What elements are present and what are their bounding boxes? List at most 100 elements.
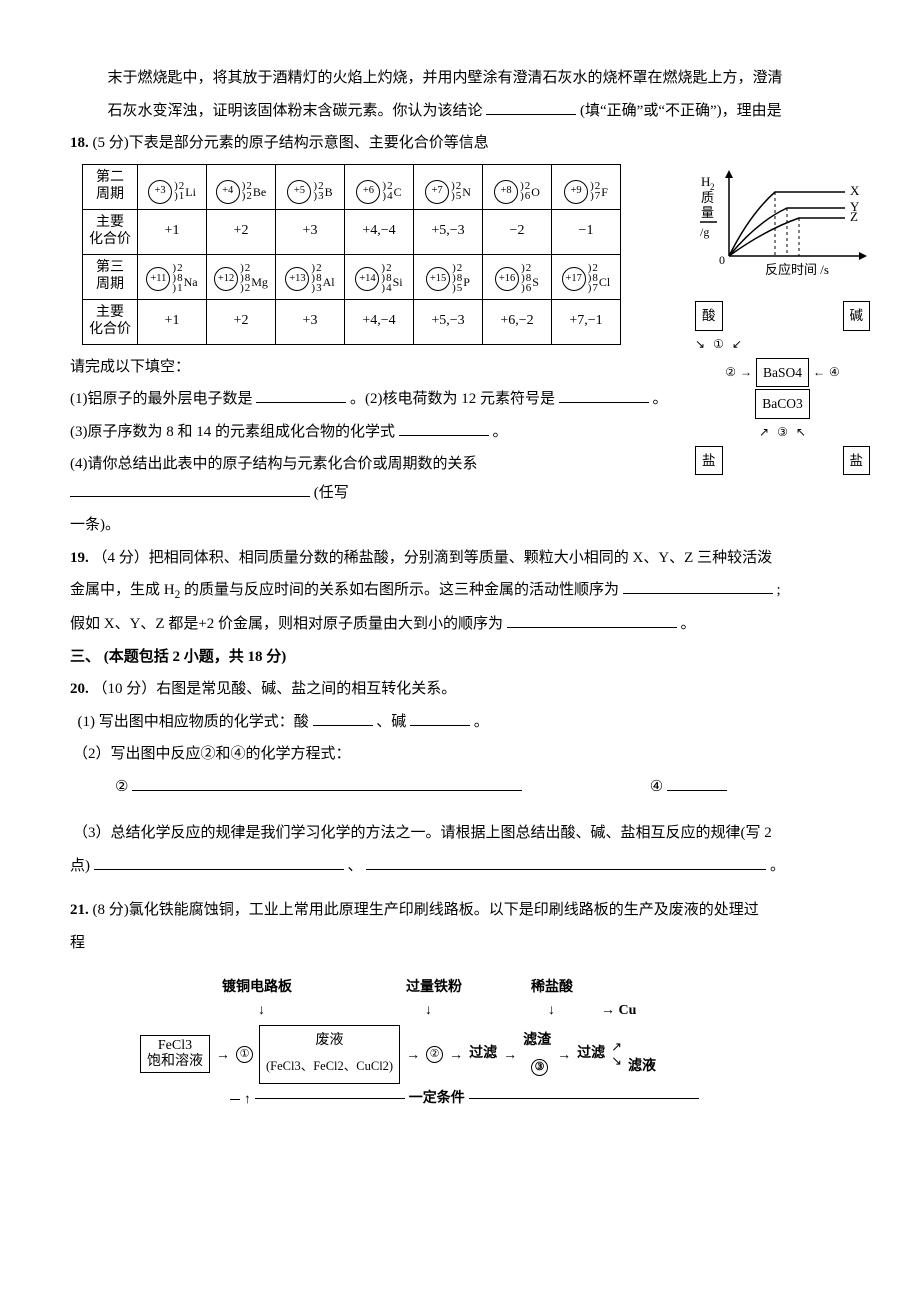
element-table: 第二周期+321Li+422Be+523B+624C+725N+826O+927… xyxy=(82,164,621,345)
flow-waste-label: 废液 xyxy=(316,1033,344,1048)
conv-num-3: ③ xyxy=(777,421,788,444)
valence-cell: +5,−3 xyxy=(414,209,483,254)
blank-q18-3[interactable] xyxy=(399,420,489,436)
q19-number: 19. xyxy=(70,550,89,566)
element-cell-Na: +11281Na xyxy=(138,254,207,299)
valence-cell: +4,−4 xyxy=(345,209,414,254)
q18-s4b: (任写 xyxy=(314,485,349,501)
q20-s3b: 点) xyxy=(70,858,90,874)
element-cell-Li: +321Li xyxy=(138,164,207,209)
element-cell-P: +15285P xyxy=(414,254,483,299)
q20-stem: （10 分）右图是常见酸、碱、盐之间的相互转化关系。 xyxy=(93,681,457,697)
valence-cell: +5,−3 xyxy=(414,299,483,344)
blank-q20-acid[interactable] xyxy=(313,710,373,726)
chart-label-z: Z xyxy=(850,209,858,224)
blank-q20-base[interactable] xyxy=(410,710,470,726)
chart-xaxis-label: 反应时间 /s xyxy=(765,262,829,277)
flow-step-1: ① xyxy=(236,1046,253,1063)
conv-salt-left-box: 盐 xyxy=(695,446,723,476)
flow-fecl3-box: FeCl3 饱和溶液 xyxy=(140,1035,210,1073)
flow-step-3: ③ xyxy=(531,1059,548,1076)
q20-stem-row: 20. （10 分）右图是常见酸、碱、盐之间的相互转化关系。 xyxy=(70,675,870,704)
q20-s3c: 、 xyxy=(348,858,363,874)
q17-continuation-line2: 石灰水变浑浊，证明该固体粉末含碳元素。你认为该结论 (填“正确”或“不正确”)，… xyxy=(70,97,870,126)
conv-num-2: ② xyxy=(725,361,736,384)
valence-cell: +2 xyxy=(207,209,276,254)
blank-q19-order2[interactable] xyxy=(507,612,677,628)
conv-baso4-box: BaSO4 xyxy=(756,358,809,388)
q20-s3d: 。 xyxy=(770,858,785,874)
q21-stem-a: (8 分)氯化铁能腐蚀铜，工业上常用此原理生产印刷线路板。以下是印刷线路板的生产… xyxy=(93,902,759,918)
conv-num-1: ① xyxy=(713,333,724,356)
q21-stem-row: 21. (8 分)氯化铁能腐蚀铜，工业上常用此原理生产印刷线路板。以下是印刷线路… xyxy=(70,896,870,925)
q18-s1a: (1)铝原子的最外层电子数是 xyxy=(70,391,253,407)
q18-s1b: 。(2)核电荷数为 12 元素符号是 xyxy=(350,391,555,407)
flow-waste-box: 废液 (FeCl3、FeCl2、CuCl2) xyxy=(259,1025,400,1084)
q20-sub3b: 点) 、 。 xyxy=(70,852,870,881)
flow-filter-2: 过滤 xyxy=(577,1041,605,1068)
valence-cell: +4,−4 xyxy=(345,299,414,344)
conv-base-box: 碱 xyxy=(843,301,871,331)
q21-flow-diagram: 镀铜电路板 过量铁粉 稀盐酸 ↓ ↓ ↓ → Cu FeCl3 饱和溶液 → ①… xyxy=(140,975,870,1112)
table-row-header: 主要化合价 xyxy=(83,209,138,254)
q19-line2-b: 的质量与反应时间的关系如右图所示。这三种金属的活动性顺序为 xyxy=(180,582,619,598)
q19-line3-a: 假如 X、Y、Z 都是+2 价金属，则相对原子质量由大到小的顺序为 xyxy=(70,616,503,632)
q19-line3: 假如 X、Y、Z 都是+2 价金属，则相对原子质量由大到小的顺序为 。 xyxy=(70,610,870,639)
element-cell-O: +826O xyxy=(483,164,552,209)
chart-origin-zero: 0 xyxy=(719,253,725,267)
q20-number: 20. xyxy=(70,681,89,697)
q17-continuation-line1: 末于燃烧匙中，将其放于酒精灯的火焰上灼烧，并用内壁涂有澄清石灰水的烧杯罩在燃烧匙… xyxy=(70,64,870,93)
element-cell-Mg: +12282Mg xyxy=(207,254,276,299)
blank-q20-rule2[interactable] xyxy=(366,854,766,870)
q19-line2-c: ; xyxy=(776,582,780,598)
q19-line1: 19. （4 分）把相同体积、相同质量分数的稀盐酸，分别滴到等质量、颗粒大小相同… xyxy=(70,544,870,573)
chart-yunit: /g xyxy=(700,225,709,239)
q20-s3a: （3）总结化学反应的规律是我们学习化学的方法之一。请根据上图总结出酸、碱、盐相互… xyxy=(73,825,772,841)
flow-cu-out: Cu xyxy=(619,1003,637,1018)
valence-cell: +3 xyxy=(276,299,345,344)
h2-mass-time-chart: 0 H 2 质 量 /g X Y Z 反应时间 /s xyxy=(695,164,870,279)
blank-q18-1[interactable] xyxy=(256,387,346,403)
q18-number: 18. xyxy=(70,135,89,151)
conv-acid-box: 酸 xyxy=(695,301,723,331)
element-cell-F: +927F xyxy=(552,164,621,209)
valence-cell: +7,−1 xyxy=(552,299,621,344)
table-row-header: 第二周期 xyxy=(83,164,138,209)
q18-s4a: (4)请你总结出此表中的原子结构与元素化合价或周期数的关系 xyxy=(70,456,478,472)
right-figures-container: 0 H 2 质 量 /g X Y Z 反应时间 /s 酸 碱 ↘ ① ↙ xyxy=(695,164,870,478)
flow-step-2: ② xyxy=(426,1046,443,1063)
conversion-diagram: 酸 碱 ↘ ① ↙ ② → BaSO4 ← ④ BaCO3 ↗ ③ ↖ 盐 xyxy=(695,301,870,475)
q18-s3b: 。 xyxy=(493,424,508,440)
blank-q20-eq4[interactable] xyxy=(667,775,727,791)
flow-fecl3-l1: FeCl3 xyxy=(158,1038,192,1053)
blank-q18-4[interactable] xyxy=(70,481,310,497)
q20-sub3: （3）总结化学反应的规律是我们学习化学的方法之一。请根据上图总结出酸、碱、盐相互… xyxy=(70,819,870,848)
valence-cell: +1 xyxy=(138,209,207,254)
blank-q20-eq2[interactable] xyxy=(132,775,522,791)
flow-condition: 一定条件 xyxy=(409,1086,465,1113)
blank-q18-2[interactable] xyxy=(559,387,649,403)
chart-ylabel-zhi: 质 xyxy=(701,190,714,205)
valence-cell: +2 xyxy=(207,299,276,344)
valence-cell: −2 xyxy=(483,209,552,254)
element-cell-Si: +14284Si xyxy=(345,254,414,299)
q18-stem-row: 18. (5 分)下表是部分元素的原子结构示意图、主要化合价等信息 xyxy=(70,129,870,158)
conv-baco3-box: BaCO3 xyxy=(755,389,810,419)
q17-cont-text-a: 石灰水变浑浊，证明该固体粉末含碳元素。你认为该结论 xyxy=(108,103,483,119)
valence-cell: +1 xyxy=(138,299,207,344)
flow-waste-comp: (FeCl3、FeCl2、CuCl2) xyxy=(266,1059,393,1073)
blank-q17-conclusion[interactable] xyxy=(486,99,576,115)
element-cell-C: +624C xyxy=(345,164,414,209)
element-cell-N: +725N xyxy=(414,164,483,209)
q18-stem: (5 分)下表是部分元素的原子结构示意图、主要化合价等信息 xyxy=(93,135,489,151)
q20-sub1: (1) 写出图中相应物质的化学式：酸 、碱 。 xyxy=(70,708,870,737)
blank-q19-order1[interactable] xyxy=(623,578,773,594)
valence-cell: +6,−2 xyxy=(483,299,552,344)
q19-line3-b: 。 xyxy=(681,616,696,632)
q21-number: 21. xyxy=(70,902,89,918)
element-cell-Al: +13283Al xyxy=(276,254,345,299)
blank-q20-rule1[interactable] xyxy=(94,854,344,870)
chart-ylabel-liang: 量 xyxy=(701,205,714,220)
chart-ylabel-H: H xyxy=(701,174,710,189)
flow-filtrate: 滤液 xyxy=(628,1059,656,1074)
